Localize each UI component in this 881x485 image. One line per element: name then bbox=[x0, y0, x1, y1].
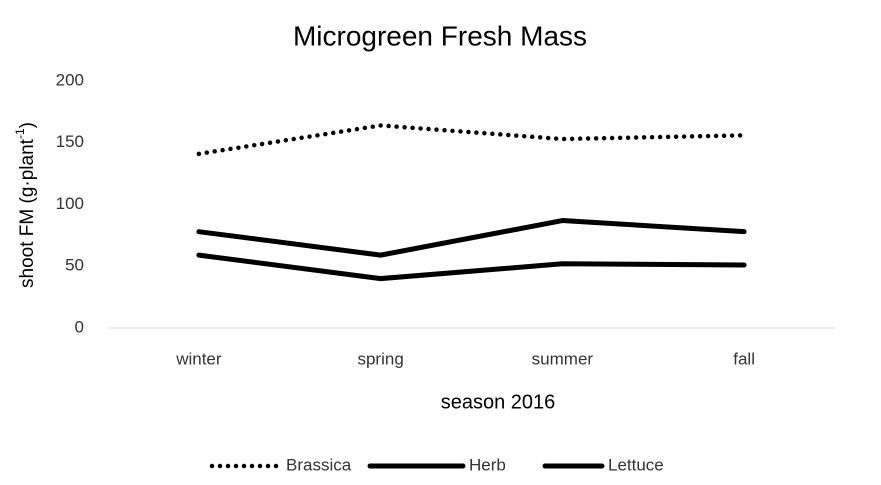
y-tick-label: 200 bbox=[56, 70, 84, 89]
y-tick-label: 0 bbox=[75, 317, 84, 336]
y-axis-label-suffix: ) bbox=[17, 122, 38, 128]
legend-label: Lettuce bbox=[608, 455, 664, 474]
y-axis-label-sup: -1 bbox=[13, 128, 27, 139]
chart-title: Microgreen Fresh Mass bbox=[293, 20, 587, 51]
y-tick-label: 100 bbox=[56, 194, 84, 213]
legend-label: Herb bbox=[469, 455, 506, 474]
x-tick-label: winter bbox=[175, 349, 222, 368]
series-line bbox=[196, 218, 747, 258]
y-tick-label: 150 bbox=[56, 132, 84, 151]
y-axis-label: shoot FM (g·plant-1) bbox=[13, 122, 38, 288]
y-tick-label: 50 bbox=[65, 256, 84, 275]
series-line bbox=[196, 252, 747, 282]
x-tick-label: fall bbox=[733, 349, 755, 368]
x-tick-label: summer bbox=[532, 349, 594, 368]
y-axis-label-text: shoot FM (g·plant bbox=[17, 138, 38, 288]
x-axis-label: season 2016 bbox=[441, 391, 556, 413]
legend-label: Brassica bbox=[286, 455, 352, 474]
series-line bbox=[196, 123, 747, 157]
x-tick-label: spring bbox=[357, 349, 403, 368]
